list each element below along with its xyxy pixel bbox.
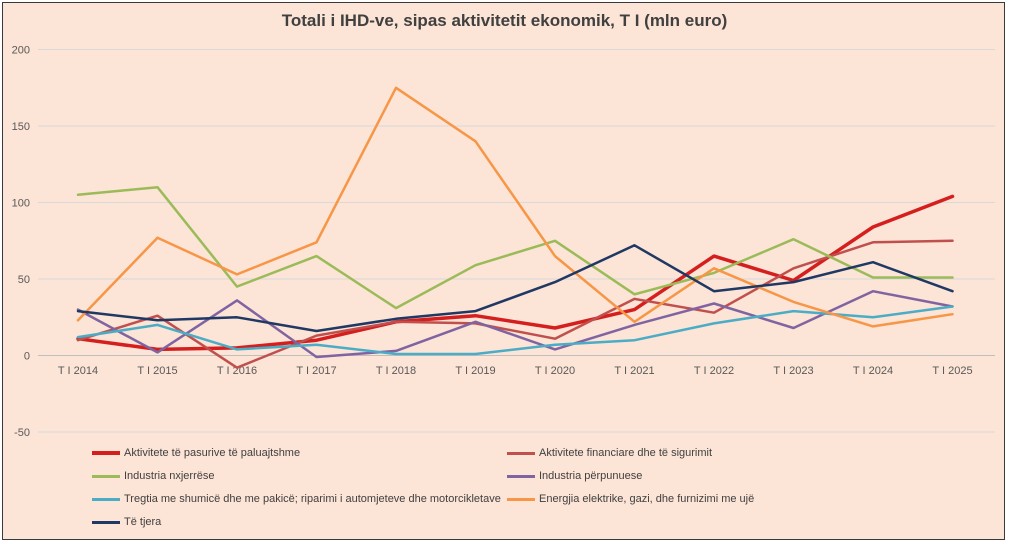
legend-item: Aktivitete financiare dhe të sigurimit [507,445,712,461]
series-line-0 [76,194,955,352]
x-tick-label: T I 2015 [137,365,177,377]
x-tick-label: T I 2018 [376,365,416,377]
legend-swatch [507,451,535,455]
x-tick-label: T I 2019 [455,365,495,377]
x-tick-label: T I 2024 [853,365,893,377]
y-tick-label: 0 [24,351,30,363]
x-axis-tick-labels: T I 2014 T I 2015 T I 2016 T I 2017 T I 2018… [58,365,973,377]
x-tick-label: T I 2020 [535,365,575,377]
legend-swatch [92,474,120,478]
x-tick-label: T I 2016 [217,365,257,377]
legend-label: Tregtia me shumicë dhe me pakicë; ripari… [124,493,501,505]
chart-title: Totali i IHD-ve, sipas aktivitetit ekono… [281,11,728,30]
legend-swatch [92,520,120,524]
series-line-1 [76,239,954,369]
y-tick-label: 50 [18,274,30,286]
legend-item: Aktivitete të pasurive të paluajtshme [92,445,300,461]
series-line-4 [76,305,954,356]
legend-item: Energjia elektrike, gazi, dhe furnizimi … [507,491,754,507]
x-tick-label: T I 2023 [773,365,813,377]
y-tick-label: -50 [14,427,30,439]
legend-swatch [507,474,535,478]
legend-label: Industria përpunuese [539,470,643,482]
series-lines [76,86,955,369]
x-tick-label: T I 2022 [694,365,734,377]
legend-label: Aktivitete financiare dhe të sigurimit [539,447,713,459]
legend-swatch [92,497,120,501]
y-tick-label: 200 [12,45,30,57]
x-tick-label: T I 2021 [614,365,654,377]
legend-item: Industria nxjerrëse [92,468,215,484]
legend-label: Të tjera [124,516,162,528]
legend-swatch [507,497,535,501]
x-tick-label: T I 2017 [296,365,336,377]
legend-label: Industria nxjerrëse [124,470,215,482]
y-tick-label: 100 [12,198,30,210]
x-tick-label: T I 2025 [932,365,972,377]
legend-item: Tregtia me shumicë dhe me pakicë; ripari… [92,491,501,507]
series-line-6 [76,244,954,333]
x-tick-label: T I 2014 [58,365,98,377]
series-line-2 [76,185,954,310]
series-line-5 [76,86,954,328]
legend-label: Aktivitete të pasurive të paluajtshme [124,447,301,459]
legend-label: Energjia elektrike, gazi, dhe furnizimi … [539,493,755,505]
y-axis-tick-labels: 200 150 100 50 0 -50 [12,45,30,440]
series-line-3 [76,289,954,359]
legend-swatch [92,451,120,455]
y-tick-label: 150 [12,121,30,133]
legend-item: Të tjera [92,514,161,530]
legend-item: Industria përpunuese [507,468,642,484]
